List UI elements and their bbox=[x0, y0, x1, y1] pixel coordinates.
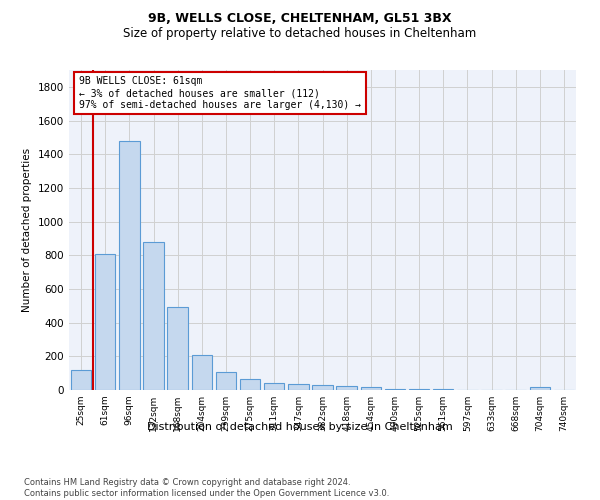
Bar bbox=[264, 384, 284, 390]
Bar bbox=[95, 254, 115, 390]
Bar bbox=[288, 384, 308, 390]
Bar bbox=[312, 385, 333, 390]
Bar bbox=[119, 140, 140, 390]
Bar bbox=[385, 388, 405, 390]
Bar bbox=[215, 372, 236, 390]
Bar bbox=[530, 388, 550, 390]
Bar bbox=[143, 242, 164, 390]
Bar bbox=[71, 370, 91, 390]
Bar bbox=[240, 379, 260, 390]
Bar bbox=[361, 388, 381, 390]
Text: Contains HM Land Registry data © Crown copyright and database right 2024.
Contai: Contains HM Land Registry data © Crown c… bbox=[24, 478, 389, 498]
Text: Distribution of detached houses by size in Cheltenham: Distribution of detached houses by size … bbox=[147, 422, 453, 432]
Bar bbox=[337, 386, 357, 390]
Text: Size of property relative to detached houses in Cheltenham: Size of property relative to detached ho… bbox=[124, 28, 476, 40]
Bar bbox=[191, 356, 212, 390]
Text: 9B WELLS CLOSE: 61sqm
← 3% of detached houses are smaller (112)
97% of semi-deta: 9B WELLS CLOSE: 61sqm ← 3% of detached h… bbox=[79, 76, 361, 110]
Y-axis label: Number of detached properties: Number of detached properties bbox=[22, 148, 32, 312]
Bar bbox=[167, 308, 188, 390]
Text: 9B, WELLS CLOSE, CHELTENHAM, GL51 3BX: 9B, WELLS CLOSE, CHELTENHAM, GL51 3BX bbox=[148, 12, 452, 26]
